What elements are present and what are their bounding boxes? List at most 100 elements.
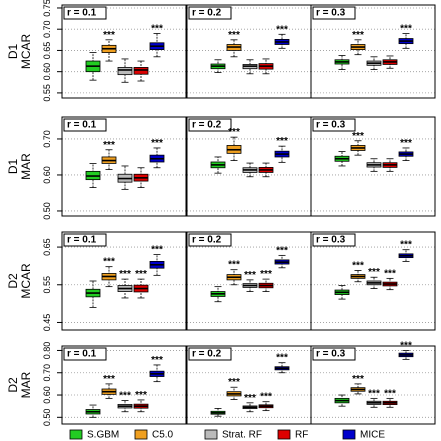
- panel-label: r = 0.1: [67, 349, 97, 360]
- y-tick-label: 0.50: [42, 202, 52, 220]
- significance-label: ***: [103, 374, 115, 385]
- significance-label: ***: [103, 30, 115, 41]
- y-tick-label: 0.50: [42, 409, 52, 427]
- panel-label-box: [312, 347, 356, 361]
- significance-label: ***: [352, 30, 364, 41]
- row-label: D1: [6, 44, 20, 60]
- significance-label: ***: [151, 23, 163, 34]
- significance-label: ***: [400, 340, 412, 351]
- row-label: D2: [6, 377, 20, 393]
- panel-label-box: [188, 347, 232, 361]
- panel-label: r = 0.3: [316, 349, 346, 360]
- y-tick-label: 0.65: [42, 238, 52, 256]
- panel-label: r = 0.2: [192, 235, 222, 246]
- panel-label: r = 0.2: [192, 8, 222, 19]
- significance-label: ***: [135, 390, 147, 401]
- panel-label: r = 0.1: [67, 235, 97, 246]
- legend-swatch: [342, 429, 356, 440]
- legend-swatch: [277, 429, 291, 440]
- row-label: MAR: [19, 371, 33, 398]
- y-tick-label: 0.60: [42, 63, 52, 81]
- significance-label: ***: [151, 245, 163, 256]
- significance-label: ***: [276, 353, 288, 364]
- significance-label: ***: [228, 127, 240, 138]
- significance-label: ***: [276, 136, 288, 147]
- panel-label: r = 0.1: [67, 8, 97, 19]
- significance-label: ***: [368, 388, 380, 399]
- significance-label: ***: [368, 267, 380, 278]
- y-tick-label: 0.70: [42, 364, 52, 382]
- panel-frame: [310, 345, 436, 425]
- box: [133, 67, 149, 75]
- panel-frame: [310, 4, 436, 99]
- row-label: MCAR: [19, 263, 33, 299]
- significance-label: ***: [260, 269, 272, 280]
- y-tick-label: 0.65: [42, 42, 52, 60]
- panel-frame: [61, 4, 187, 99]
- significance-label: ***: [352, 374, 364, 385]
- panel-label-box: [312, 6, 356, 20]
- panel-label-box: [312, 233, 356, 247]
- significance-label: ***: [260, 392, 272, 403]
- y-tick-label: 0.75: [42, 0, 52, 17]
- panel-label-box: [312, 118, 356, 132]
- y-tick-label: 0.45: [42, 314, 52, 332]
- legend-swatch: [204, 429, 218, 440]
- panel-label: r = 0.3: [316, 235, 346, 246]
- panel-frame: [310, 116, 436, 217]
- significance-label: ***: [103, 140, 115, 151]
- significance-label: ***: [151, 138, 163, 149]
- y-tick-label: 0.60: [42, 166, 52, 184]
- y-tick-label: 0.80: [42, 342, 52, 360]
- significance-label: ***: [103, 257, 115, 268]
- legend-label: MICE: [360, 430, 385, 441]
- panel-frame: [186, 116, 312, 217]
- legend-swatch: [134, 429, 148, 440]
- y-tick-label: 0.70: [42, 20, 52, 38]
- panel-frame: [61, 231, 187, 331]
- legend-label: RF: [295, 430, 308, 441]
- significance-label: ***: [400, 240, 412, 251]
- panel-label-box: [63, 347, 107, 361]
- legend-label: C5.0: [152, 430, 174, 441]
- panel-label-box: [188, 118, 232, 132]
- significance-label: ***: [352, 260, 364, 271]
- significance-label: ***: [228, 30, 240, 41]
- legend-swatch: [69, 429, 83, 440]
- significance-label: ***: [119, 269, 131, 280]
- significance-label: ***: [151, 355, 163, 366]
- panel-frame: [310, 231, 436, 331]
- panel-label-box: [63, 118, 107, 132]
- legend-label: S.GBM: [87, 430, 119, 441]
- panel-frame: [61, 345, 187, 425]
- row-label: D2: [6, 273, 20, 289]
- panel-label-box: [63, 6, 107, 20]
- significance-label: ***: [228, 377, 240, 388]
- panel-label: r = 0.1: [67, 120, 97, 131]
- significance-label: ***: [384, 388, 396, 399]
- panel-label-box: [188, 6, 232, 20]
- panel-label: r = 0.3: [316, 120, 346, 131]
- significance-label: ***: [352, 131, 364, 142]
- significance-label: ***: [244, 393, 256, 404]
- significance-label: ***: [400, 23, 412, 34]
- y-tick-label: 0.55: [42, 84, 52, 102]
- significance-label: ***: [384, 268, 396, 279]
- significance-label: ***: [228, 260, 240, 271]
- panel-label-box: [63, 233, 107, 247]
- panel-label: r = 0.3: [316, 8, 346, 19]
- box: [117, 67, 133, 76]
- legend-label: Strat. RF: [222, 430, 262, 441]
- row-label: MCAR: [19, 34, 33, 70]
- significance-label: ***: [400, 138, 412, 149]
- y-tick-label: 0.55: [42, 276, 52, 294]
- row-label: D1: [6, 159, 20, 175]
- panel-label: r = 0.2: [192, 349, 222, 360]
- significance-label: ***: [276, 245, 288, 256]
- significance-label: ***: [135, 269, 147, 280]
- significance-label: ***: [244, 270, 256, 281]
- panel-label: r = 0.2: [192, 120, 222, 131]
- y-tick-label: 0.70: [42, 130, 52, 148]
- panel-label-box: [188, 233, 232, 247]
